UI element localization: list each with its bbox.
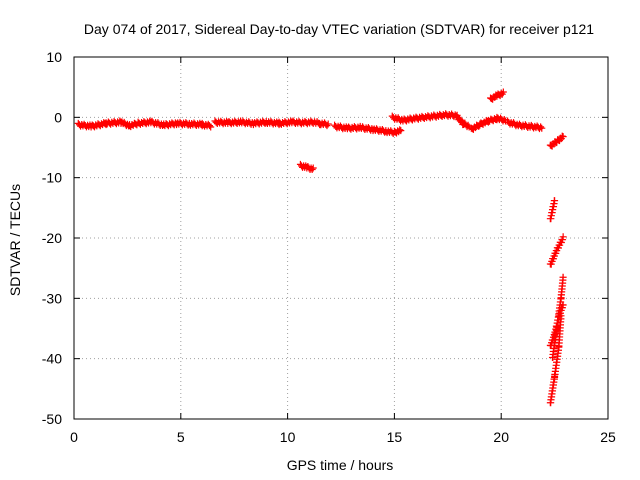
data-point-cluster (546, 233, 567, 268)
data-point-cluster (504, 117, 546, 133)
data-point-cluster (211, 117, 332, 130)
data-point-cluster (546, 197, 559, 223)
data-point-cluster (74, 117, 215, 131)
y-tick-label: -20 (42, 230, 62, 246)
y-axis-label: SDTVAR / TECUs (7, 184, 23, 296)
x-tick-label: 5 (177, 429, 185, 445)
data-point-cluster (331, 121, 405, 137)
x-tick-label: 25 (600, 429, 616, 445)
y-tick-label: -50 (42, 411, 62, 427)
data-point-cluster (296, 160, 317, 174)
chart-title: Day 074 of 2017, Sidereal Day-to-day VTE… (84, 21, 594, 37)
data-point-cluster (467, 113, 509, 133)
data-layer (74, 88, 567, 407)
grid-layer (74, 57, 608, 419)
x-tick-label: 15 (387, 429, 403, 445)
data-point-cluster (546, 132, 567, 150)
y-tick-label: 0 (54, 109, 62, 125)
data-point-cluster (487, 88, 507, 103)
x-tick-label: 20 (493, 429, 509, 445)
x-tick-label: 10 (280, 429, 296, 445)
data-point-cluster (548, 273, 567, 361)
x-axis-label: GPS time / hours (287, 457, 394, 473)
y-tick-label: -30 (42, 290, 62, 306)
data-point-cluster (546, 312, 565, 407)
y-tick-label: 10 (46, 49, 62, 65)
data-point-cluster (388, 110, 473, 131)
x-tick-label: 0 (70, 429, 78, 445)
y-tick-label: -10 (42, 170, 62, 186)
axis-layer: 0 5 10 15 20 25 -50 -40 -30 -20 -10 0 10 (42, 49, 616, 445)
y-tick-label: -40 (42, 351, 62, 367)
